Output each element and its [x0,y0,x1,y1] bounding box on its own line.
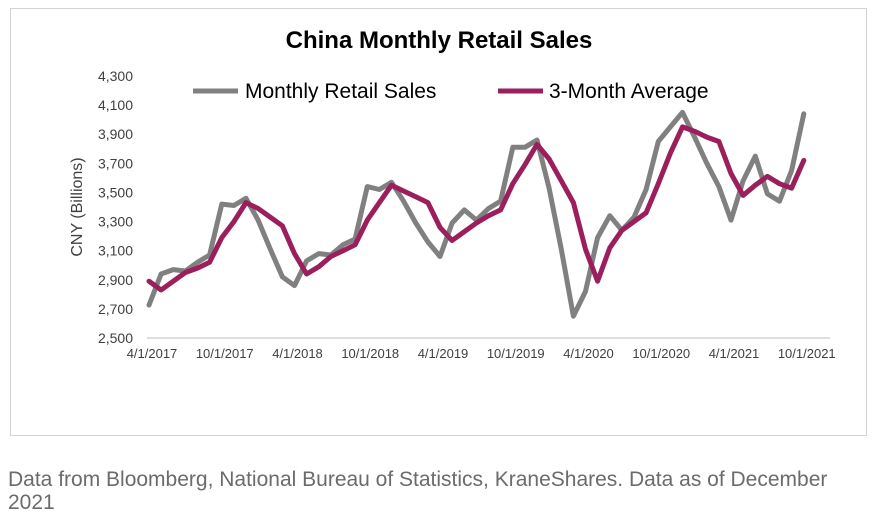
y-tick-label: 4,100 [98,97,133,113]
x-tick-label: 4/1/2018 [272,346,323,361]
y-tick-label: 2,500 [98,330,133,346]
x-tick-label: 4/1/2021 [709,346,760,361]
y-axis-label: CNY (Billions) [69,157,86,256]
source-caption: Data from Bloomberg, National Bureau of … [8,468,828,514]
series-line-avg [146,124,807,293]
y-tick-label: 3,900 [98,126,133,142]
x-tick-label: 10/1/2019 [487,346,545,361]
legend-label-avg: 3-Month Average [549,80,709,103]
x-tick-label: 4/1/2017 [127,346,178,361]
y-tick-label: 3,100 [98,243,133,259]
x-tick-label: 10/1/2018 [341,346,399,361]
x-tick-label: 10/1/2021 [778,346,836,361]
y-tick-label: 3,700 [98,155,133,171]
chart-title: China Monthly Retail Sales [286,27,593,54]
legend: Monthly Retail Sales 3-Month Average [193,80,709,103]
x-tick-label: 4/1/2019 [418,346,469,361]
y-tick-label: 3,500 [98,184,133,200]
x-tick-labels: 4/1/2017 10/1/2017 4/1/2018 10/1/2018 4/1/20… [127,346,836,361]
x-tick-label: 10/1/2017 [196,346,254,361]
chart-svg: China Monthly Retail Sales Monthly Retai… [69,27,836,361]
y-tick-label: 4,300 [98,68,133,84]
y-tick-label: 2,900 [98,272,133,288]
y-tick-labels: 2,500 2,700 2,900 3,100 3,300 3,500 3,700 3,900… [98,68,133,346]
x-tick-label: 4/1/2020 [563,346,614,361]
legend-label-retail: Monthly Retail Sales [245,80,436,103]
x-tick-label: 10/1/2020 [632,346,690,361]
y-tick-label: 2,700 [98,301,133,317]
y-tick-label: 3,300 [98,214,133,230]
series-line-retail [146,109,807,319]
